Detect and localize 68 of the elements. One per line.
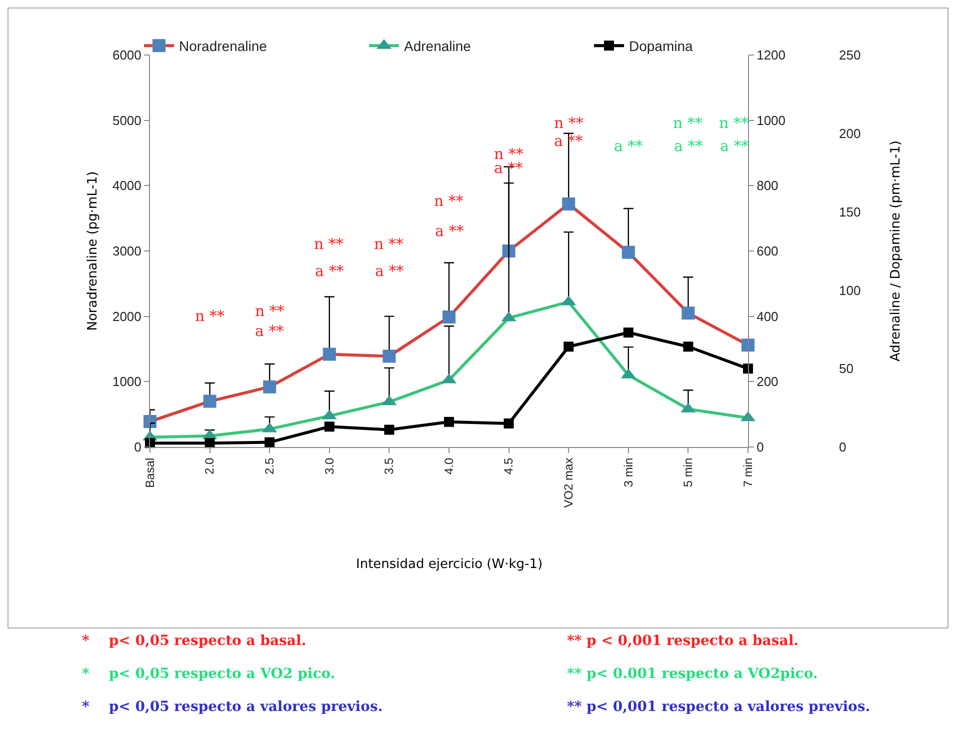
y3-tick-label: 50	[839, 361, 854, 376]
y3-tick-label: 200	[839, 126, 861, 141]
x-tick-label: Basal	[142, 458, 157, 488]
text: * p< 0,05 respecto a basal.	[82, 633, 306, 649]
x-tick-label: 4.0	[442, 457, 456, 474]
y2-tick-label: 800	[756, 178, 778, 194]
text: ** p < 0,001 respecto a basal.	[567, 633, 799, 649]
y-tick-label: 4000	[112, 178, 142, 194]
x-tick-label: 2.0	[202, 457, 217, 474]
annotation: n **	[719, 114, 749, 132]
x-tick-label: 3.5	[382, 457, 396, 474]
point	[504, 418, 514, 428]
legend-label: Noradrenaline	[179, 38, 268, 54]
point	[204, 438, 215, 448]
x-tick-label: VO2 max	[562, 458, 576, 508]
y3-axis-title: Adrenaline / Dopamine (pm·mL-1)	[888, 140, 904, 362]
point	[444, 416, 454, 427]
y2-tick-label: 1000	[756, 112, 786, 128]
y-axis-title: Noradrenaline (pg·mL-1)	[85, 171, 100, 331]
y-tick-label: 6000	[112, 48, 142, 63]
x-tick-label: 5 min	[681, 458, 696, 488]
y2-tick-label: 1200	[756, 48, 786, 63]
annotation: a **	[720, 137, 750, 155]
text: * p< 0,05 respecto a VO2 pico.	[82, 666, 336, 682]
y2-tick-label: 400	[756, 308, 778, 324]
y3-tick-label: 250	[839, 48, 861, 63]
annotation: n **	[195, 307, 225, 325]
x-axis-title: Intensidad ejercicio (W·kg-1)	[356, 557, 543, 572]
annotation: n **	[673, 114, 703, 132]
y-tick-label: 3000	[112, 244, 142, 259]
y3-tick-label: 0	[839, 440, 846, 455]
x-tick-label: 4.5	[502, 457, 516, 474]
y-tick-label: 1000	[112, 374, 142, 390]
y-tick-label: 2000	[112, 308, 142, 324]
point	[324, 422, 334, 432]
point	[683, 342, 694, 352]
annotation: n **	[314, 235, 344, 253]
y3-tick-label: 100	[839, 282, 861, 298]
legend-label: Adrenaline	[404, 38, 472, 54]
text: * p< 0,05 respecto a valores previos.	[82, 699, 383, 715]
y-tick-label: 5000	[112, 112, 142, 128]
text: ** p< 0.001 respecto a VO2pico.	[567, 666, 818, 682]
x-tick-label: 2.5	[262, 457, 276, 474]
annotation: n **	[434, 192, 464, 210]
annotation: a **	[435, 222, 464, 240]
point	[264, 437, 275, 448]
y3-tick-label: 150	[839, 204, 861, 220]
y2-tick-label: 200	[756, 374, 778, 390]
point	[623, 328, 634, 338]
annotation: n **	[255, 302, 285, 320]
legend-label: Dopamina	[629, 38, 694, 54]
x-tick-label: 3 min	[621, 458, 636, 488]
y2-tick-label: 600	[756, 244, 778, 259]
point	[564, 342, 574, 352]
x-tick-label: 3.0	[322, 457, 336, 474]
annotation: a **	[375, 262, 404, 280]
annotation: a **	[614, 137, 644, 155]
y-tick-label: 0	[134, 440, 142, 455]
annotation: a **	[674, 137, 704, 155]
point	[743, 364, 753, 374]
annotation: n **	[554, 114, 584, 132]
annotation: n **	[374, 235, 404, 253]
annotation: a **	[315, 262, 344, 280]
annotation: a **	[255, 322, 284, 340]
point	[384, 424, 394, 435]
text: ** p< 0,001 respecto a valores previos.	[567, 699, 870, 715]
x-tick-label: 7 min	[740, 458, 755, 488]
y2-tick-label: 0	[756, 440, 764, 455]
